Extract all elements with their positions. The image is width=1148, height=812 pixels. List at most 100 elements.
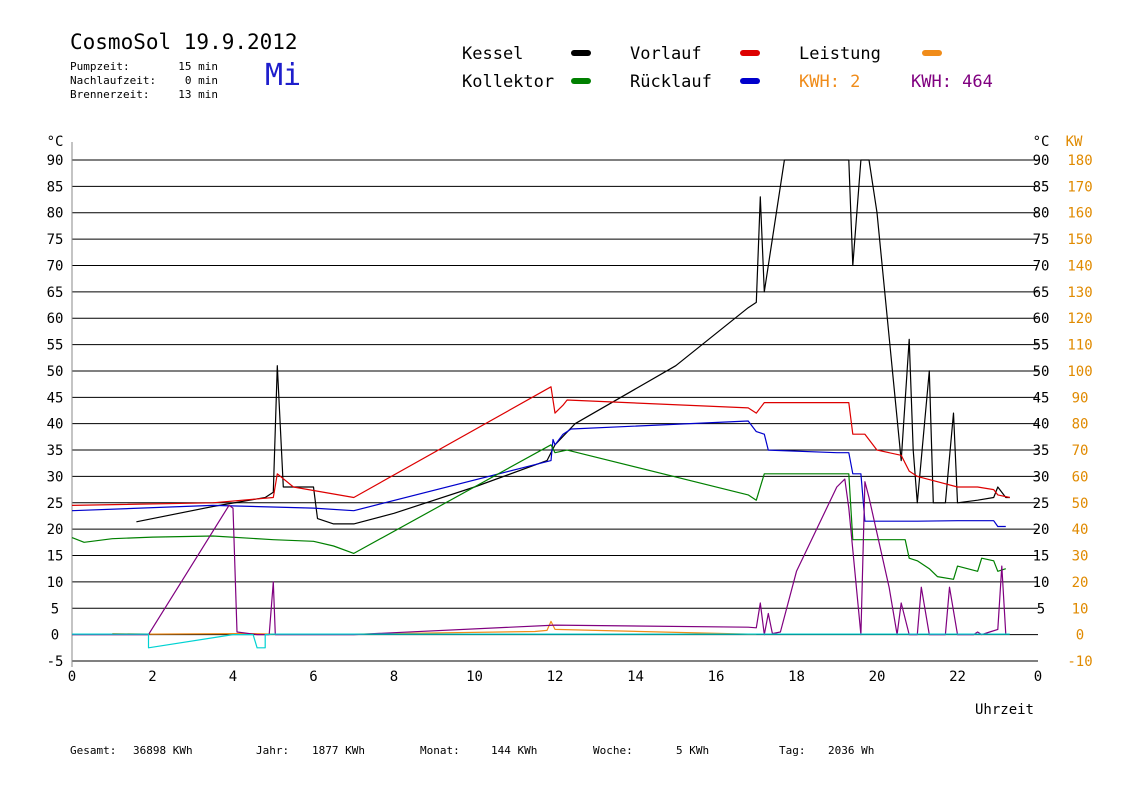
y-tick-label-left: 25 bbox=[47, 496, 64, 512]
y-tick-label-kw: 50 bbox=[1072, 496, 1089, 512]
legend-kwh-leistung: KWH: 2 bbox=[799, 72, 861, 92]
y-tick-label-kw: 120 bbox=[1067, 311, 1092, 327]
y-tick-label-left: 20 bbox=[47, 522, 64, 538]
x-tick-label: 10 bbox=[466, 669, 483, 685]
legend-vorlauf-swatch bbox=[740, 50, 760, 56]
y-tick-label-right: 10 bbox=[1033, 575, 1050, 591]
y-tick-label-kw: 20 bbox=[1072, 575, 1089, 591]
y-tick-label-kw: 170 bbox=[1067, 179, 1092, 195]
y-tick-label-left: 5 bbox=[51, 601, 59, 617]
footer-tag-value: 2036 Wh bbox=[828, 744, 875, 757]
footer-monat-value: 144 KWh bbox=[491, 744, 538, 757]
y-tick-label-kw: 0 bbox=[1076, 628, 1084, 644]
y-tick-label-kw: 40 bbox=[1072, 522, 1089, 538]
y-tick-label-kw: 160 bbox=[1067, 206, 1092, 222]
x-tick-label: 14 bbox=[627, 669, 644, 685]
y-tick-label-kw: 180 bbox=[1067, 153, 1092, 169]
x-tick-label: 18 bbox=[788, 669, 805, 685]
x-tick-label: 12 bbox=[547, 669, 564, 685]
stat-label-nachlaufzeit: Nachlaufzeit: bbox=[70, 74, 157, 87]
footer-jahr-value: 1877 KWh bbox=[312, 744, 365, 757]
y-tick-label-kw: 60 bbox=[1072, 469, 1089, 485]
legend-kessel-label: Kessel bbox=[462, 44, 524, 64]
x-tick-label: 6 bbox=[309, 669, 317, 685]
y-tick-label-right: 20 bbox=[1033, 522, 1050, 538]
legend-leistung-label: Leistung bbox=[799, 44, 881, 64]
y-tick-label-left: 85 bbox=[47, 179, 64, 195]
stat-value-brennerzeit: 13 min bbox=[178, 88, 218, 101]
series-line-ruecklauf bbox=[71, 420, 1006, 528]
stat-value-pumpzeit: 15 min bbox=[178, 60, 218, 73]
y-tick-label-left: 35 bbox=[47, 443, 64, 459]
stat-label-brennerzeit: Brennerzeit: bbox=[70, 88, 150, 101]
y-axis-unit-right: °C bbox=[1033, 134, 1050, 150]
y-tick-label-right: 85 bbox=[1033, 179, 1050, 195]
y-tick-label-kw: 70 bbox=[1072, 443, 1089, 459]
y-tick-label-left: 70 bbox=[47, 258, 64, 274]
y-tick-label-right: 25 bbox=[1033, 496, 1050, 512]
y-tick-label-right: 5 bbox=[1037, 601, 1045, 617]
y-tick-label-right: 65 bbox=[1033, 285, 1050, 301]
series-line-kessel bbox=[136, 159, 1010, 525]
y-tick-label-left: 90 bbox=[47, 153, 64, 169]
y-tick-label-kw: 150 bbox=[1067, 232, 1092, 248]
footer-jahr-label: Jahr: bbox=[256, 744, 290, 757]
legend-ruecklauf-label: Rücklauf bbox=[630, 72, 712, 92]
x-tick-label: 16 bbox=[708, 669, 725, 685]
y-tick-label-left: 30 bbox=[47, 469, 64, 485]
y-tick-label-right: 15 bbox=[1033, 549, 1050, 565]
y-tick-label-right: 45 bbox=[1033, 390, 1050, 406]
x-tick-label: 0 bbox=[1034, 669, 1042, 685]
y-tick-label-right: 30 bbox=[1033, 469, 1050, 485]
x-tick-label: 20 bbox=[869, 669, 886, 685]
y-tick-label-left: 55 bbox=[47, 338, 64, 354]
y-tick-label-left: -5 bbox=[47, 654, 64, 670]
y-tick-label-left: 50 bbox=[47, 364, 64, 380]
x-tick-label: 4 bbox=[229, 669, 237, 685]
y-tick-label-kw: 10 bbox=[1072, 601, 1089, 617]
legend-kollektor-swatch bbox=[571, 78, 591, 84]
series-line-leistung bbox=[112, 620, 757, 635]
y-tick-label-kw: -10 bbox=[1067, 654, 1092, 670]
y-tick-label-right: 40 bbox=[1033, 417, 1050, 433]
x-tick-label: 2 bbox=[148, 669, 156, 685]
y-tick-label-right: 60 bbox=[1033, 311, 1050, 327]
y-tick-label-left: 10 bbox=[47, 575, 64, 591]
legend-vorlauf-label: Vorlauf bbox=[630, 44, 702, 64]
y-tick-label-right: 70 bbox=[1033, 258, 1050, 274]
y-tick-label-kw: 140 bbox=[1067, 258, 1092, 274]
footer-tag-label: Tag: bbox=[779, 744, 806, 757]
series-line-kollektor bbox=[71, 444, 1006, 580]
series-line-cyan bbox=[72, 633, 1010, 649]
y-tick-label-left: 65 bbox=[47, 285, 64, 301]
y-tick-label-left: 0 bbox=[51, 628, 59, 644]
y-tick-label-right: 35 bbox=[1033, 443, 1050, 459]
y-tick-label-left: 75 bbox=[47, 232, 64, 248]
y-tick-label-right: 55 bbox=[1033, 338, 1050, 354]
legend-kollektor-label: Kollektor bbox=[462, 72, 555, 92]
weekday-label: Mi bbox=[265, 58, 302, 93]
y-tick-label-kw: 100 bbox=[1067, 364, 1092, 380]
y-tick-label-right: 50 bbox=[1033, 364, 1050, 380]
series-line-vorlauf bbox=[71, 386, 1010, 506]
y-tick-label-left: 45 bbox=[47, 390, 64, 406]
stat-label-pumpzeit: Pumpzeit: bbox=[70, 60, 130, 73]
footer-gesamt-label: Gesamt: bbox=[70, 744, 117, 757]
y-axis-unit-left: °C bbox=[47, 134, 64, 150]
y-tick-label-kw: 30 bbox=[1072, 549, 1089, 565]
x-tick-label: 0 bbox=[68, 669, 76, 685]
y-axis-unit-kw: KW bbox=[1066, 134, 1083, 150]
y-tick-label-right: 90 bbox=[1033, 153, 1050, 169]
legend-ruecklauf-swatch bbox=[740, 78, 760, 84]
y-tick-label-left: 80 bbox=[47, 206, 64, 222]
x-tick-label: 8 bbox=[390, 669, 398, 685]
y-tick-label-kw: 80 bbox=[1072, 417, 1089, 433]
x-tick-label: 22 bbox=[949, 669, 966, 685]
footer-woche-label: Woche: bbox=[593, 744, 633, 757]
legend-leistung-swatch bbox=[922, 50, 942, 56]
footer-woche-value: 5 KWh bbox=[676, 744, 710, 757]
y-tick-label-kw: 110 bbox=[1067, 338, 1092, 354]
y-tick-label-left: 60 bbox=[47, 311, 64, 327]
stat-value-nachlaufzeit: 0 min bbox=[184, 74, 218, 87]
